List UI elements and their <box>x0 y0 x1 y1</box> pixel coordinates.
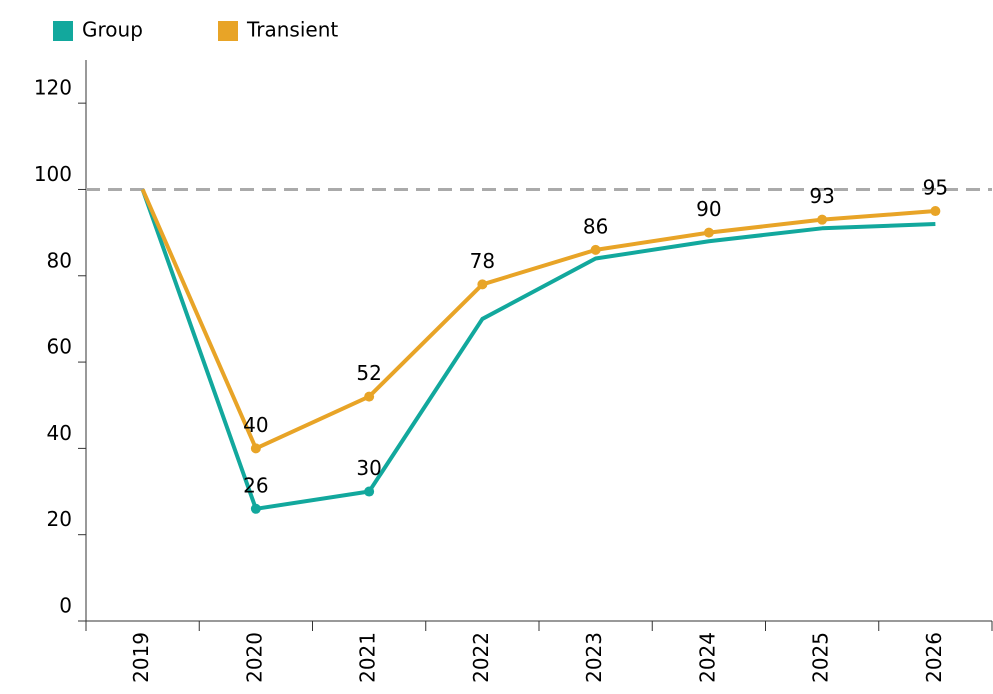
x-tick-label: 2026 <box>922 632 946 683</box>
y-tick-label: 20 <box>47 507 72 531</box>
y-tick-label: 0 <box>59 594 72 618</box>
y-tick-label: 100 <box>34 162 72 186</box>
legend-swatch <box>53 21 73 41</box>
data-label: 86 <box>583 214 608 238</box>
series-line <box>140 188 936 451</box>
data-label: 93 <box>809 184 834 208</box>
data-point <box>590 244 601 255</box>
x-tick-label: 2025 <box>809 632 833 683</box>
x-tick-label: 2023 <box>582 632 606 683</box>
legend-label: Group <box>82 18 143 42</box>
y-tick-label: 40 <box>47 421 72 445</box>
data-label: 30 <box>356 456 381 480</box>
x-tick-label: 2024 <box>695 632 719 683</box>
legend-swatch <box>218 21 238 41</box>
data-point <box>364 486 375 497</box>
data-point <box>250 503 261 514</box>
x-tick-label: 2019 <box>129 632 153 683</box>
x-tick-label: 2021 <box>356 632 380 683</box>
y-tick-label: 80 <box>47 248 72 272</box>
y-tick-label: 120 <box>34 76 72 100</box>
data-point <box>930 206 941 217</box>
data-point <box>817 214 828 225</box>
legend-label: Transient <box>246 18 338 42</box>
data-label: 40 <box>243 413 268 437</box>
data-point <box>250 443 261 454</box>
data-label: 90 <box>696 197 721 221</box>
data-point <box>364 391 375 402</box>
data-point <box>477 279 488 290</box>
series-line <box>140 188 936 511</box>
data-label: 95 <box>923 176 948 200</box>
x-tick-label: 2020 <box>242 632 266 683</box>
data-label: 52 <box>356 361 381 385</box>
data-label: 78 <box>470 249 495 273</box>
y-tick-label: 60 <box>47 335 72 359</box>
data-point <box>703 227 714 238</box>
data-label: 26 <box>243 473 268 497</box>
x-tick-label: 2022 <box>469 632 493 683</box>
